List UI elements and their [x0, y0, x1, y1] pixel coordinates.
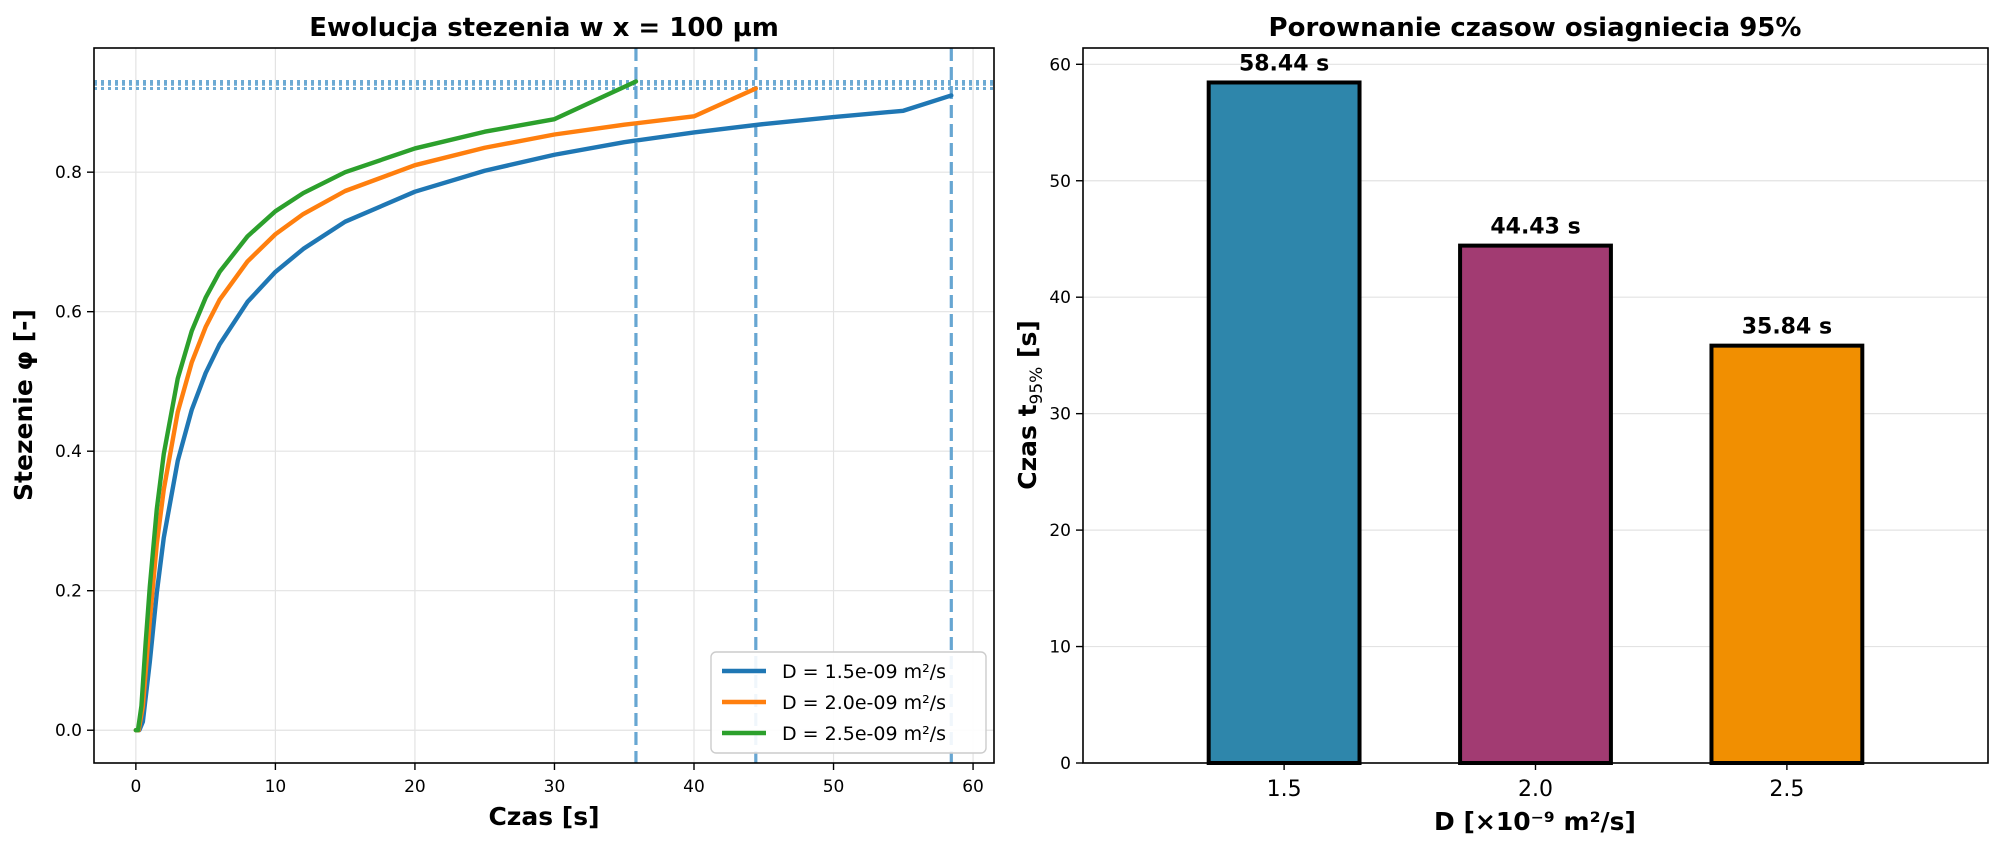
left-y-tick-label: 0.6 — [55, 303, 82, 323]
legend-label-1: D = 1.5e-09 m²/s — [782, 661, 946, 683]
left-legend: D = 1.5e-09 m²/s D = 2.0e-09 m²/s D = 2.5e… — [710, 651, 987, 754]
right-y-tick-label: 20 — [1049, 521, 1071, 541]
left-y-tick-label: 0.2 — [55, 582, 82, 602]
bar-value-label-3: 35.84 s — [1742, 315, 1832, 340]
legend-box — [710, 651, 987, 754]
left-x-tick-label: 20 — [404, 777, 426, 797]
right-y-axis-label-main: Czas t — [1013, 404, 1042, 489]
right-y-axis-label-unit: [s] — [1013, 320, 1042, 366]
left-x-axis-ticks: 0 10 20 30 40 50 60 — [130, 763, 984, 797]
bar-2 — [1458, 243, 1613, 766]
left-y-tick-label: 0.8 — [55, 163, 82, 183]
left-x-tick-label: 10 — [265, 777, 287, 797]
right-y-tick-label: 50 — [1049, 172, 1071, 192]
left-x-tick-label: 50 — [823, 777, 845, 797]
left-reference-lines — [94, 48, 994, 763]
right-y-tick-label: 30 — [1049, 405, 1071, 425]
left-series-line-3 — [133, 79, 639, 733]
t95-bar-chart: 58.44 s 44.43 s 35.84 s 1.5 2.0 2.5 0 10 20 30 4… — [1013, 13, 1989, 836]
right-y-tick-label: 40 — [1049, 288, 1071, 308]
left-series-line-2 — [133, 86, 759, 733]
bar-value-label-2: 44.43 s — [1490, 215, 1580, 240]
right-x-tick-label: 2.0 — [1518, 777, 1553, 802]
right-y-tick-label: 10 — [1049, 638, 1071, 658]
bar-value-label-1: 58.44 s — [1239, 51, 1329, 76]
right-y-axis-label-subscript: 95% — [1027, 367, 1047, 405]
left-y-tick-label: 0.4 — [55, 442, 82, 462]
left-x-tick-label: 60 — [962, 777, 984, 797]
right-bars: 58.44 s 44.43 s 35.84 s — [1206, 51, 1865, 766]
left-x-axis-label: Czas [s] — [488, 802, 599, 831]
bar-3 — [1709, 343, 1865, 765]
left-plot-frame — [93, 47, 995, 764]
bar-1 — [1206, 80, 1362, 765]
right-x-tick-label: 2.5 — [1769, 777, 1804, 802]
right-y-axis-ticks: 0 10 20 30 40 50 60 — [1049, 55, 1083, 774]
right-chart-title: Porownanie czasow osiagniecia 95% — [1269, 13, 1802, 43]
left-y-tick-label: 0.0 — [55, 721, 82, 741]
legend-label-2: D = 2.0e-09 m²/s — [782, 692, 946, 714]
right-x-axis-ticks: 1.5 2.0 2.5 — [1267, 763, 1804, 802]
left-x-tick-label: 0 — [130, 777, 141, 797]
concentration-line-chart: 0 10 20 30 40 50 60 0.0 0.2 0.4 0.6 0.8 Ewolucja s… — [9, 13, 995, 831]
left-y-axis-label: Stezenie φ [-] — [9, 309, 38, 501]
right-x-axis-label: D [×10⁻⁹ m²/s] — [1434, 807, 1636, 836]
left-x-tick-label: 30 — [544, 777, 566, 797]
legend-label-3: D = 2.5e-09 m²/s — [782, 723, 946, 745]
right-y-tick-label: 0 — [1060, 754, 1071, 774]
right-y-tick-label: 60 — [1049, 55, 1071, 75]
left-chart-title: Ewolucja stezenia w x = 100 µm — [309, 13, 779, 43]
right-x-tick-label: 1.5 — [1267, 777, 1302, 802]
right-y-axis-label: Czas t95% [s] — [1013, 320, 1047, 490]
left-y-axis-ticks: 0.0 0.2 0.4 0.6 0.8 — [55, 163, 94, 741]
left-series-line-1 — [133, 93, 954, 733]
left-series-lines — [133, 79, 954, 733]
left-x-tick-label: 40 — [683, 777, 705, 797]
